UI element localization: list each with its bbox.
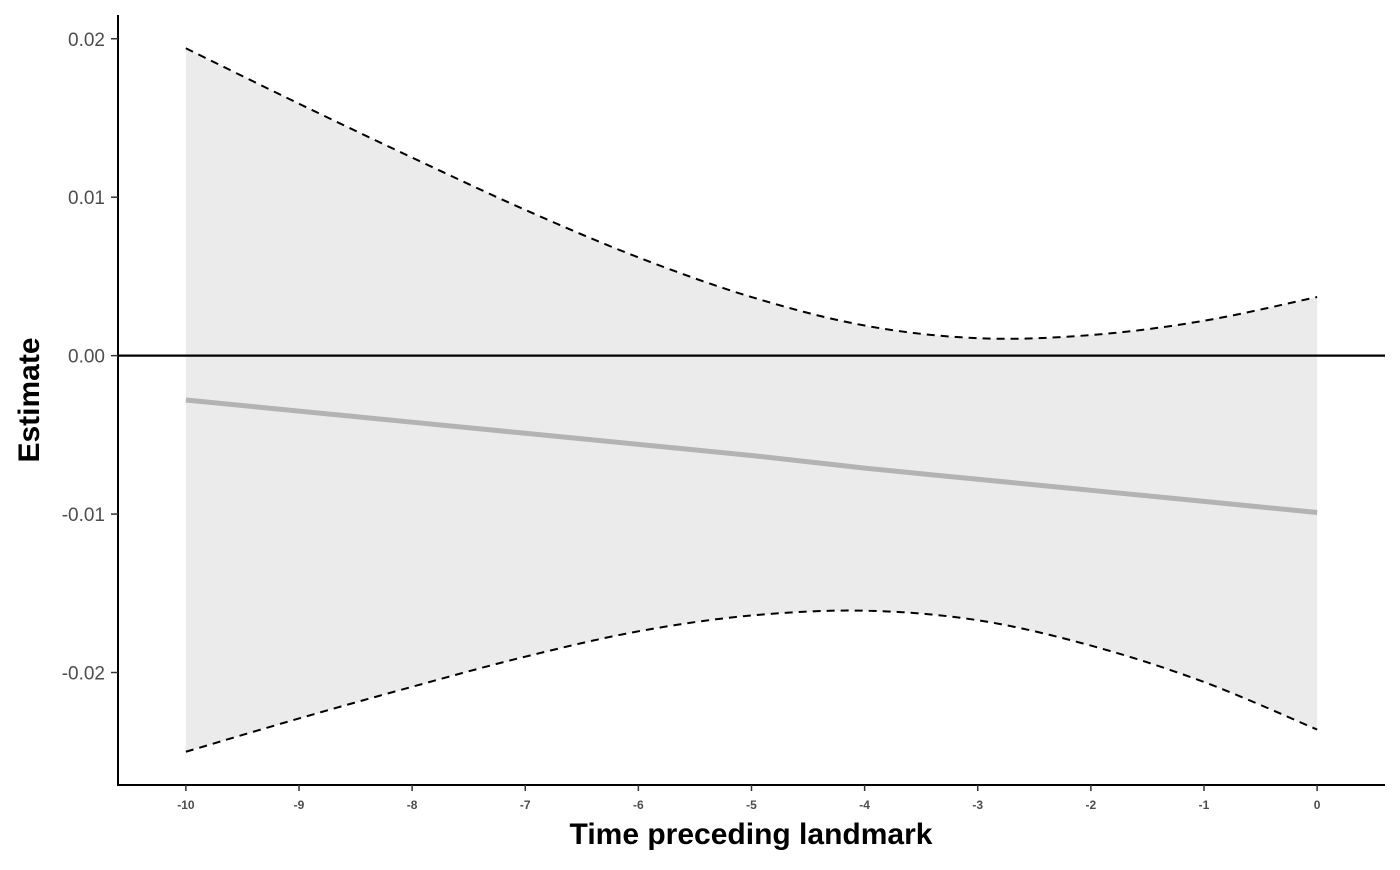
estimate-line xyxy=(185,397,1318,515)
y-axis-title: Estimate xyxy=(13,337,46,462)
x-tick-label: -6 xyxy=(633,798,644,812)
x-tick-label: -8 xyxy=(407,798,418,812)
confidence-band-layer xyxy=(185,48,1318,752)
x-tick-label: -10 xyxy=(177,798,195,812)
confidence-band xyxy=(185,48,1318,752)
x-tick-label: -3 xyxy=(972,798,983,812)
axes: 0.020.010.00-0.01-0.02-10 -9 -8 -7 -6 -5 -4 -3-… xyxy=(62,15,1385,812)
x-axis-title: Time preceding landmark xyxy=(570,818,933,851)
y-tick-label: -0.01 xyxy=(62,505,105,526)
x-tick-label: -5 xyxy=(746,798,757,812)
y-tick-label: 0.00 xyxy=(68,347,105,368)
lower-bound-line xyxy=(185,609,1318,753)
x-tick-label: 0 xyxy=(1314,798,1321,812)
x-tick-label: -4 xyxy=(859,798,870,812)
y-tick-label: 0.01 xyxy=(68,188,105,209)
y-tick-label: 0.02 xyxy=(68,30,105,51)
y-tick-label: -0.02 xyxy=(62,664,105,685)
x-tick-label: -7 xyxy=(520,798,531,812)
series-layer xyxy=(185,47,1318,753)
upper-bound-line xyxy=(185,47,1318,340)
x-tick-label: -9 xyxy=(294,798,305,812)
x-tick-label: -2 xyxy=(1086,798,1097,812)
x-tick-label: -1 xyxy=(1199,798,1210,812)
